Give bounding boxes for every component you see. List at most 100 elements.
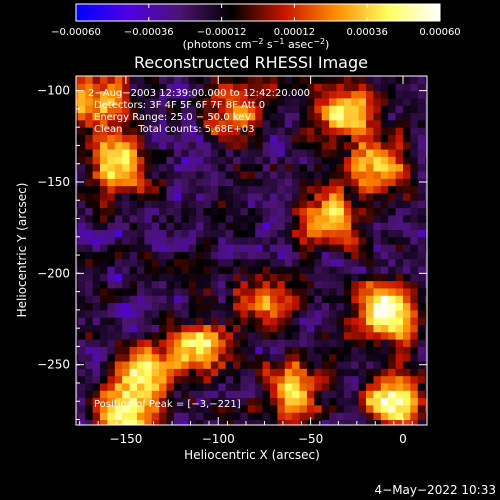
heatmap-cell [321,339,330,347]
heatmap-cell [136,295,145,304]
heatmap-cell [314,200,323,209]
heatmap-cell [336,244,345,252]
heatmap-cell [321,412,330,421]
heatmap-cell [255,200,264,209]
heatmap-cell [388,302,397,311]
heatmap-cell [269,331,278,340]
heatmap-cell [366,163,374,172]
heatmap-cell [181,156,190,165]
heatmap-cell [107,309,116,318]
heatmap-cell [388,229,397,238]
heatmap-cell [284,287,293,296]
heatmap-cell [284,419,293,425]
heatmap-cell [107,295,116,304]
heatmap-cell [299,397,308,406]
heatmap-cell [181,112,190,121]
heatmap-cell [321,236,330,245]
heatmap-cell [269,90,278,99]
colorbar-tick-label: −0.00012 [197,27,247,38]
heatmap-cell [380,97,389,106]
heatmap-cell [380,382,389,391]
heatmap-cell [151,287,160,296]
heatmap-cell [380,83,389,92]
heatmap-cell [284,390,293,399]
heatmap-cell [173,163,182,172]
heatmap-cell [277,236,286,245]
heatmap-cell [284,273,293,282]
heatmap-cell [351,317,360,326]
heatmap-cell [380,163,389,172]
heatmap-cell [210,112,219,121]
heatmap-cell [203,178,212,187]
heatmap-cell [402,266,411,274]
heatmap-cell [225,419,234,425]
heatmap-cell [173,302,182,311]
heatmap-cell [417,236,426,245]
heatmap-cell [92,149,101,157]
heatmap-cell [388,178,397,187]
heatmap-cell [366,112,374,121]
heatmap-cell [410,112,419,121]
heatmap-cell [144,97,153,106]
heatmap-cell [395,273,404,282]
heatmap-cell [247,317,256,326]
heatmap-cell [181,295,190,304]
heatmap-cell [136,119,145,128]
heatmap-cell [100,200,108,209]
heatmap-cell [269,156,278,165]
heatmap-cell [306,83,315,92]
heatmap-cell [92,141,101,150]
heatmap-cell [410,346,419,355]
heatmap-cell [366,185,374,194]
heatmap-cell [388,287,397,296]
heatmap-cell [402,375,411,384]
heatmap-cell [306,214,315,223]
heatmap-cell [218,134,227,143]
heatmap-cell [218,339,227,347]
heatmap-cell [218,90,227,99]
heatmap-cell [240,295,249,304]
annotation-time-range: 2−Aug−2003 12:39:00.000 to 12:42:20.000 [88,88,310,99]
heatmap-cell [166,90,175,99]
heatmap-cell [100,207,108,216]
heatmap-cell [85,412,94,421]
heatmap-cell [284,112,293,121]
heatmap-cell [299,244,308,252]
heatmap-cell [366,171,374,179]
heatmap-cell [144,141,153,150]
heatmap-cell [395,76,404,84]
heatmap-cell [247,149,256,157]
heatmap-cell [240,266,249,274]
heatmap-cell [380,258,389,267]
heatmap-cell [173,97,182,106]
heatmap-cell [210,76,219,84]
heatmap-cell [314,287,323,296]
heatmap-cell [225,127,234,135]
heatmap-cell [425,317,427,326]
heatmap-cell [240,302,249,311]
heatmap-cell [373,302,382,311]
heatmap-cell [173,83,182,92]
heatmap-cell [329,331,337,340]
heatmap-cell [395,105,404,114]
heatmap-cell [284,105,293,114]
heatmap-cell [351,266,360,274]
heatmap-cell [144,185,153,194]
heatmap-cell [366,339,374,347]
heatmap-cell [77,119,86,128]
heatmap-cell [277,244,286,252]
heatmap-cell [292,222,301,230]
heatmap-cell [100,317,108,326]
heatmap-cell [343,375,352,384]
heatmap-cell [188,251,197,260]
heatmap-cell [210,127,219,135]
heatmap-cell [299,236,308,245]
heatmap-cell [255,90,264,99]
heatmap-cell [122,200,131,209]
heatmap-cell [336,258,345,267]
heatmap-cell [395,287,404,296]
heatmap-cell [269,200,278,209]
heatmap-cell [388,295,397,304]
heatmap-cell [395,309,404,318]
heatmap-cell [218,222,227,230]
